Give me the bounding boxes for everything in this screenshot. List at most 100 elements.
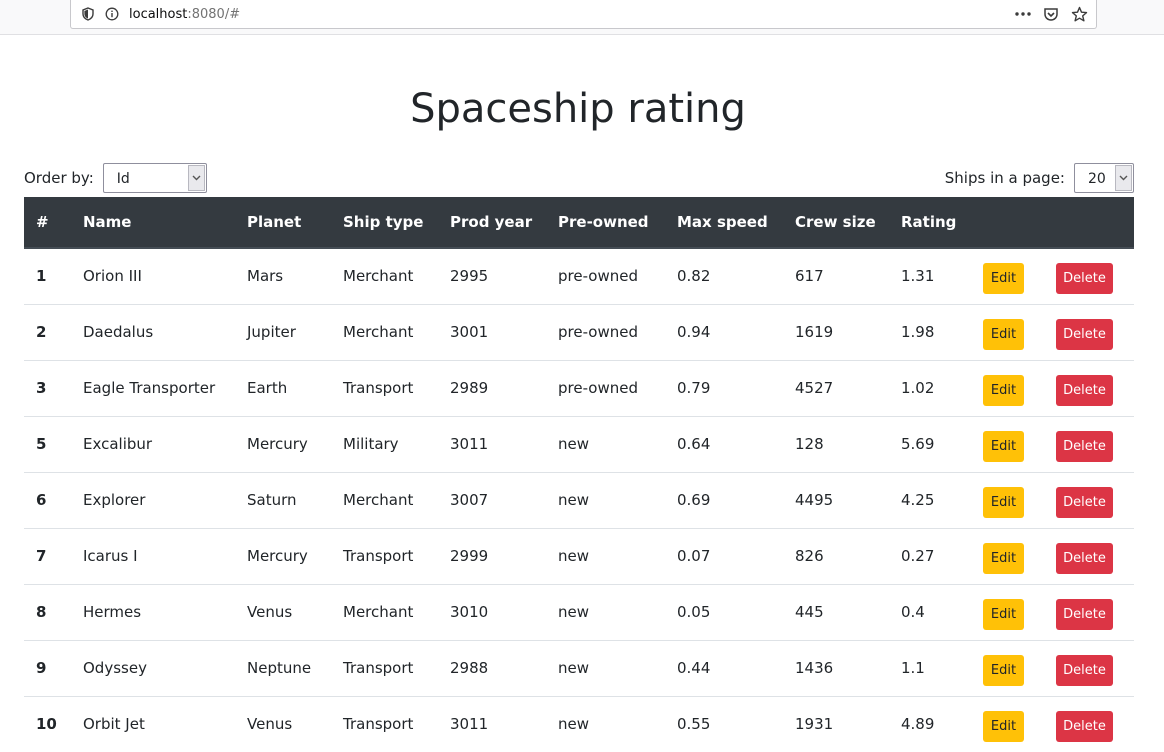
cell-max-speed: 0.64 [665,415,783,472]
page-size-value: 20 [1088,171,1106,187]
pocket-icon[interactable] [1040,3,1062,25]
edit-button[interactable]: Edit [983,598,1024,630]
cell-max-speed: 0.94 [665,303,783,360]
delete-button[interactable]: Delete [1056,710,1113,742]
delete-button[interactable]: Delete [1056,430,1113,462]
cell-planet: Mars [247,267,284,286]
bookmark-star-icon[interactable] [1068,3,1090,25]
cell-id: 7 [24,527,71,584]
table-header: # Name Planet Ship type Prod year Pre-ow… [24,197,1134,249]
cell-edit: Edit [971,415,1044,472]
table-row: 6 Explorer Saturn Merchant 3007 new 0.69 4495 4.… [24,471,1134,528]
edit-button[interactable]: Edit [983,486,1024,518]
header-name: Name [71,197,235,249]
cell-ship-type: Merchant [331,303,438,360]
cell-crew-size: 617 [795,267,824,286]
cell-rating: 1.1 [889,639,971,696]
edit-button[interactable]: Edit [983,318,1024,350]
cell-edit: Edit [971,248,1044,304]
cell-delete: Delete [1044,583,1134,640]
delete-button[interactable]: Delete [1056,598,1113,630]
header-delete [1044,197,1134,249]
address-bar-actions [1012,3,1090,25]
cell-pre-owned: new [546,471,665,528]
page-size-select[interactable]: 20 [1074,163,1134,193]
cell-max-speed: 0.55 [665,695,783,752]
cell-rating: 0.4 [889,583,971,640]
cell-delete: Delete [1044,695,1134,752]
cell-name: Odyssey [71,639,235,696]
url-text[interactable]: localhost:8080/# [129,7,240,22]
cell-planet: Neptune [235,639,331,696]
cell-pre-owned: new [546,583,665,640]
address-bar[interactable]: localhost:8080/# [70,0,1097,29]
cell-name: Orbit Jet [71,695,235,752]
more-icon[interactable] [1012,3,1034,25]
order-by-label: Order by: [24,169,94,187]
cell-delete: Delete [1044,303,1134,360]
cell-max-speed: 0.05 [665,583,783,640]
cell-crew-size: 1619 [783,303,889,360]
cell-delete: Delete [1044,359,1134,416]
delete-button[interactable]: Delete [1056,654,1113,686]
cell-pre-owned: pre-owned [546,359,665,416]
cell-crew-size: 1931 [783,695,889,752]
table-row: 1 Orion III Mars Merchant 2995 pre-owned 0.82 6… [24,248,1134,304]
delete-button[interactable]: Delete [1056,542,1113,574]
cell-edit: Edit [971,471,1044,528]
cell-edit: Edit [971,583,1044,640]
edit-button[interactable]: Edit [983,374,1024,406]
cell-prod-year: 2999 [438,527,546,584]
table-row: 2 Daedalus Jupiter Merchant 3001 pre-owned 0.9… [24,303,1134,360]
cell-name: Eagle Transporter [71,359,235,416]
cell-edit: Edit [971,303,1044,360]
cell-rating: 4.25 [889,471,971,528]
info-icon[interactable] [101,3,123,25]
cell-rating: 1.31 [901,267,935,286]
cell-prod-year: 3007 [438,471,546,528]
cell-ship-type: Military [331,415,438,472]
shield-icon[interactable] [77,3,99,25]
cell-crew-size: 4527 [783,359,889,416]
cell-prod-year: 2995 [450,267,489,286]
cell-ship-type: Transport [331,695,438,752]
url-host: localhost [129,6,188,22]
cell-ship-type: Transport [331,639,438,696]
cell-name: Excalibur [71,415,235,472]
cell-prod-year: 3001 [438,303,546,360]
cell-rating: 5.69 [889,415,971,472]
edit-button[interactable]: Edit [983,710,1024,742]
cell-id: 3 [24,359,71,416]
delete-button[interactable]: Delete [1056,486,1113,518]
edit-button[interactable]: Edit [983,430,1024,462]
url-port-path: :8080/# [187,6,241,22]
cell-delete: Delete [1044,639,1134,696]
delete-button[interactable]: Delete [1056,374,1113,406]
cell-crew-size: 128 [783,415,889,472]
header-planet: Planet [235,197,331,249]
edit-button[interactable]: Edit [983,654,1024,686]
cell-pre-owned: new [546,415,665,472]
cell-crew-size: 1436 [783,639,889,696]
cell-id: 10 [24,695,71,752]
cell-prod-year: 2988 [438,639,546,696]
edit-button[interactable]: Edit [983,542,1024,574]
cell-pre-owned: new [546,695,665,752]
cell-max-speed: 0.44 [665,639,783,696]
edit-button[interactable]: Edit [983,262,1024,294]
cell-name: Orion III [83,267,142,286]
order-by-value: Id [116,171,130,187]
cell-crew-size: 445 [783,583,889,640]
cell-max-speed: 0.79 [665,359,783,416]
cell-planet: Jupiter [235,303,331,360]
table-body: 1 Orion III Mars Merchant 2995 pre-owned 0.82 6… [24,248,1134,752]
cell-delete: Delete [1044,471,1134,528]
cell-edit: Edit [971,359,1044,416]
delete-button[interactable]: Delete [1056,318,1113,350]
cell-delete: Delete [1044,248,1134,304]
delete-button[interactable]: Delete [1056,262,1113,294]
cell-delete: Delete [1044,527,1134,584]
chevron-down-icon [187,165,205,191]
cell-id: 8 [24,583,71,640]
order-by-select[interactable]: Id [102,163,207,193]
